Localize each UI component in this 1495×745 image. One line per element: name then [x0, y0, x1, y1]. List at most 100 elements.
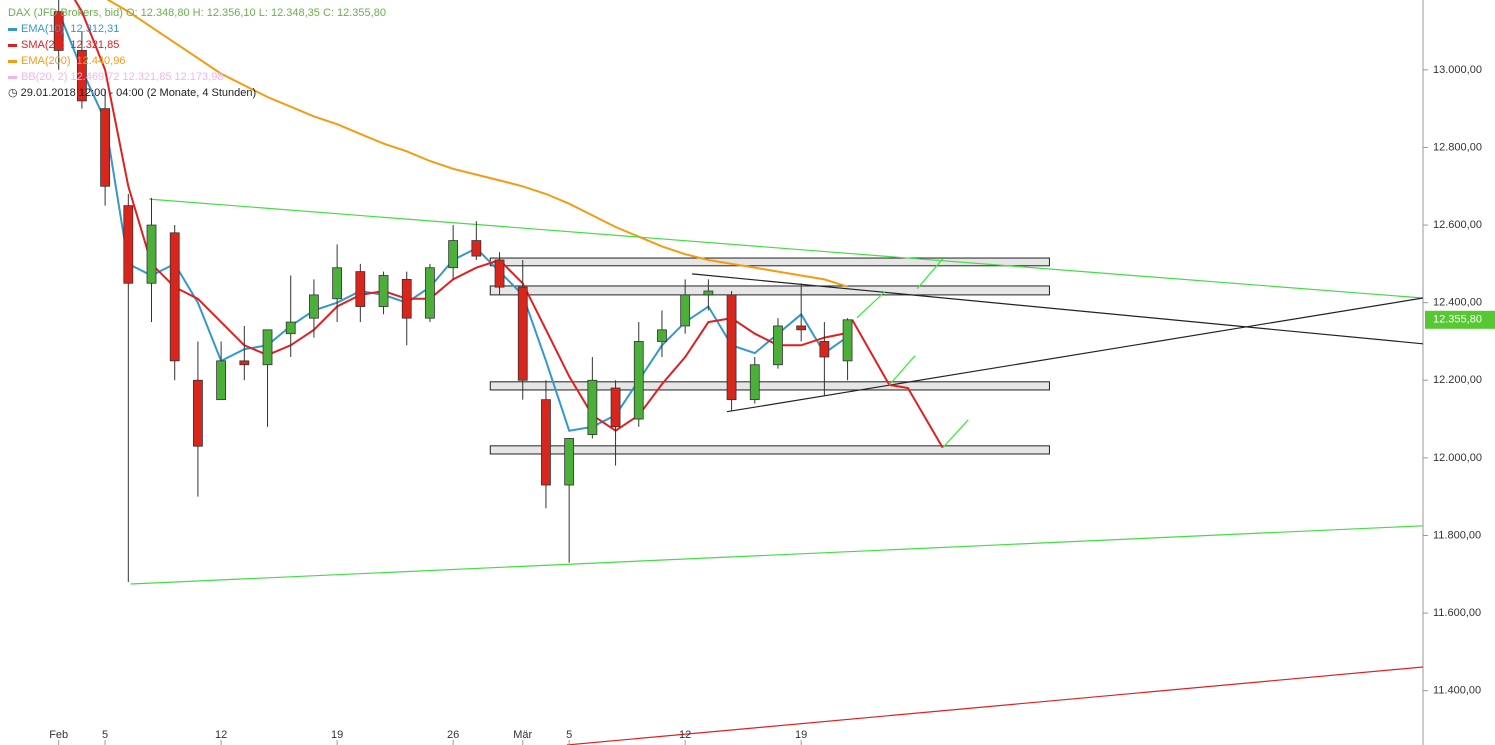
x-tick-label: 5: [102, 729, 108, 741]
candle-body: [680, 294, 691, 327]
candle-body: [773, 325, 783, 366]
candle-body: [657, 329, 667, 342]
bb-row: BB(20, 2) 12.469,72 12.321,85 12.173,98: [8, 69, 386, 85]
instrument-row: DAX (JFD Brokers, bid) O: 12.348,80 H: 1…: [8, 5, 386, 21]
candle-body: [564, 438, 575, 486]
legend-item: SMA(20) 12.321,85: [8, 37, 386, 53]
candle-body: [541, 399, 551, 486]
legend-swatch: [8, 43, 17, 47]
zone: [489, 381, 1050, 391]
x-tick-label: Mär: [513, 729, 532, 741]
y-tick-label: 12.800,00: [1433, 141, 1482, 153]
legend-item: EMA(10) 12.312,31: [8, 21, 386, 37]
candle-body: [53, 11, 64, 51]
chart-legend: DAX (JFD Brokers, bid) O: 12.348,80 H: 1…: [8, 5, 386, 101]
x-tick-label: 19: [795, 729, 807, 741]
trend-line: [149, 198, 1423, 299]
y-tick-label: 11.400,00: [1433, 685, 1481, 697]
date-range: 29.01.2018 12:00 - 04:00: [20, 87, 144, 99]
y-tick-label: 11.600,00: [1433, 607, 1481, 619]
candle-body: [703, 290, 714, 296]
trend-line: [130, 525, 1423, 585]
range-row: ◷ 29.01.2018 12:00 - 04:00 (2 Monate, 4 …: [8, 85, 386, 101]
trend-line: [942, 419, 969, 449]
clock-icon: ◷: [8, 87, 18, 99]
legend-name: EMA(200): [21, 55, 71, 67]
legend-name: BB(20, 2): [21, 71, 68, 83]
candle-body: [239, 360, 250, 366]
y-tick-label: 12.400,00: [1433, 297, 1482, 309]
trend-line: [566, 666, 1423, 745]
x-tick-label: 26: [447, 729, 459, 741]
x-tick-label: Feb: [49, 729, 68, 741]
x-tick-label: 19: [331, 729, 343, 741]
candle-body: [169, 232, 180, 362]
last-price-label: 12.355,80: [1433, 314, 1482, 326]
y-tick-label: 11.800,00: [1433, 529, 1481, 541]
x-tick-label: 12: [215, 729, 227, 741]
x-tick-label: 12: [679, 729, 691, 741]
candle-body: [819, 341, 830, 358]
candle-body: [425, 267, 435, 319]
trend-line: [856, 291, 886, 319]
trend-line: [916, 258, 944, 290]
candle-body: [193, 379, 203, 447]
candle-body: [401, 278, 412, 319]
last-price-tag: [1425, 310, 1495, 329]
legend-item: EMA(200) 12.440,96: [8, 53, 386, 69]
indicator-line: [73, 0, 848, 432]
candle-body: [216, 360, 227, 401]
candle-body: [100, 108, 111, 187]
zone: [489, 285, 1050, 296]
candle-body: [517, 286, 528, 381]
candle-body: [448, 240, 459, 269]
candle-body: [77, 50, 87, 102]
legend-swatch: [8, 27, 17, 31]
indicator-line: [106, 0, 848, 288]
y-tick-label: 13.000,00: [1433, 64, 1482, 76]
y-tick-label: 12.000,00: [1433, 452, 1482, 464]
legend-swatch: [8, 59, 17, 63]
ohlc-open: O: 12.348,80: [125, 7, 190, 19]
plot-area: [53, 0, 1423, 745]
trend-line: [726, 297, 1423, 413]
candle-body: [610, 387, 621, 428]
y-tick-label: 12.600,00: [1433, 219, 1482, 231]
trend-line: [888, 355, 916, 386]
legend-value: 12.440,96: [76, 55, 126, 67]
candle-body: [587, 379, 598, 435]
candle-body: [633, 341, 644, 420]
x-tick-label: 5: [566, 729, 572, 741]
indicator-legend: EMA(10) 12.312,31 SMA(20) 12.321,85 EMA(200)…: [8, 21, 386, 69]
candle-body: [378, 275, 389, 307]
period: (2 Monate, 4 Stunden): [146, 87, 257, 99]
y-tick-label: 12.200,00: [1433, 374, 1482, 386]
trend-line: [692, 273, 1423, 345]
legend-value: 12.321,85: [70, 39, 120, 51]
candle-body: [726, 294, 737, 401]
legend-value: 12.469,72 12.321,85 12.173,98: [70, 71, 224, 83]
legend-name: EMA(10): [21, 23, 65, 35]
candle-body: [355, 271, 366, 307]
candle-body: [285, 321, 296, 335]
ohlc-close: C: 12.355,80: [322, 7, 386, 19]
legend-value: 12.312,31: [70, 23, 120, 35]
candle-body: [262, 329, 273, 366]
candle-body: [123, 205, 134, 284]
candle-body: [494, 259, 505, 288]
axes: 11.400,00 11.600,00 11.800,00 12.000,00 12.2…: [49, 64, 1495, 745]
legend-swatch: [8, 75, 17, 79]
candle-body: [146, 224, 157, 284]
trend-line: [851, 319, 944, 449]
candle-body: [309, 294, 319, 319]
candle-body: [471, 240, 482, 257]
candle-body: [842, 319, 853, 362]
ohlc-low: L: 12.348,35: [258, 7, 320, 19]
ohlc-high: H: 12.356,10: [192, 7, 256, 19]
candle-body: [332, 267, 343, 300]
candle-body: [796, 325, 807, 331]
candle-body: [749, 364, 760, 401]
legend-name: SMA(20): [21, 39, 65, 51]
